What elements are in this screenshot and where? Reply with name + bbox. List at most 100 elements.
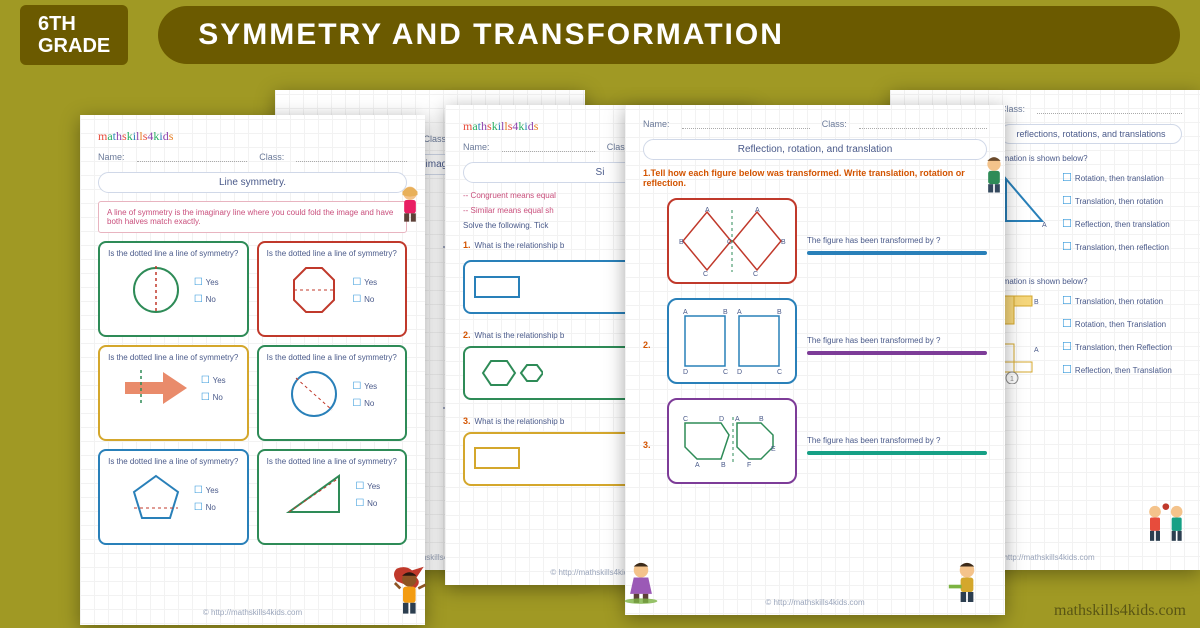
worksheet-transformations: Name:Class: Reflection, rotation, and tr…: [625, 105, 1005, 615]
svg-text:E: E: [771, 446, 776, 453]
question: What is the relationship b: [475, 417, 565, 426]
yes-no-options[interactable]: YesNo: [194, 485, 219, 513]
figure-panel: CDABABFE: [667, 398, 797, 484]
answer-pill[interactable]: [807, 351, 987, 355]
transform-question-row: A A B B C C C The figure has been transformed …: [643, 198, 987, 292]
svg-text:D: D: [683, 369, 688, 376]
question-text: Is the dotted line a line of symmetry?: [108, 457, 238, 466]
brand-logo: mathskills4kids: [98, 129, 407, 144]
svg-text:B: B: [1034, 299, 1039, 306]
question-text: Is the dotted line a line of symmetry?: [267, 457, 397, 466]
symmetry-question-cell: Is the dotted line a line of symmetry? Y…: [257, 345, 408, 441]
grade-badge: 6TH GRADE: [20, 5, 128, 65]
symmetry-question-cell: Is the dotted line a line of symmetry? Y…: [257, 241, 408, 337]
question-text: Is the dotted line a line of symmetry?: [267, 249, 397, 258]
question: What is the relationship b: [475, 241, 565, 250]
grade-line1: 6TH: [38, 13, 110, 35]
shape-icon: [128, 262, 184, 320]
name-label: Name:: [463, 142, 490, 152]
shape-icon: [286, 366, 342, 424]
svg-text:B: B: [777, 309, 782, 316]
kid-illustration: [393, 185, 427, 225]
svg-text:D: D: [737, 369, 742, 376]
subq: rmation is shown below?: [1000, 277, 1182, 286]
svg-text:A: A: [1034, 347, 1039, 354]
class-label: Class:: [822, 119, 847, 129]
option[interactable]: Rotation, then translation: [1062, 171, 1170, 184]
footer-credit: © http://mathskills4kids.com: [80, 608, 425, 617]
prompt: The figure has been transformed by ?: [807, 336, 987, 345]
shape-icon: [121, 366, 191, 412]
class-label: Class:: [259, 152, 284, 162]
option[interactable]: Translation, then rotation: [1062, 294, 1172, 307]
figure-panel: A B A B D C D C: [667, 298, 797, 384]
svg-text:B: B: [679, 239, 684, 246]
watermark: mathskills4kids.com: [1054, 602, 1186, 620]
yes-no-options[interactable]: YesNo: [352, 381, 377, 409]
footer-credit: © http://mathskills4kids.com: [625, 598, 1005, 607]
svg-text:C: C: [723, 369, 728, 376]
symmetry-question-cell: Is the dotted line a line of symmetry? Y…: [98, 241, 249, 337]
shape-icon: [128, 470, 184, 528]
svg-text:C: C: [777, 369, 782, 376]
sheet-title: Reflection, rotation, and translation: [643, 139, 987, 160]
option[interactable]: Translation, then Reflection: [1062, 340, 1172, 353]
svg-text:C: C: [753, 271, 758, 276]
question-grid: Is the dotted line a line of symmetry? Y…: [98, 241, 407, 545]
header: 6TH GRADE SYMMETRY AND TRANSFORMATION: [0, 0, 1200, 70]
kid-illustration: [977, 155, 1011, 195]
svg-text:B: B: [721, 462, 726, 469]
kid-illustration: [1140, 500, 1190, 550]
question-text: Is the dotted line a line of symmetry?: [267, 353, 397, 362]
question: What is the relationship b: [475, 331, 565, 340]
shape-icon: [283, 470, 345, 520]
option[interactable]: Reflection, then translation: [1062, 217, 1170, 230]
svg-text:A: A: [695, 462, 700, 469]
svg-text:B: B: [723, 309, 728, 316]
svg-text:C: C: [683, 416, 688, 423]
svg-text:A: A: [705, 207, 710, 214]
symmetry-question-cell: Is the dotted line a line of symmetry? Y…: [98, 345, 249, 441]
option-list: Translation, then rotation Rotation, the…: [1062, 294, 1172, 376]
svg-text:1: 1: [1010, 376, 1014, 383]
yes-no-options[interactable]: YesNo: [194, 277, 219, 305]
yes-no-options[interactable]: YesNo: [352, 277, 377, 305]
grade-line2: GRADE: [38, 35, 110, 57]
transform-question-row: 3. CDABABFE The figure has been transfor…: [643, 398, 987, 492]
transform-question-row: 2. ABABDCDC The figure has been transfor…: [643, 298, 987, 392]
svg-text:C: C: [727, 239, 732, 246]
yes-no-options[interactable]: YesNo: [355, 481, 380, 509]
svg-text:D: D: [719, 416, 724, 423]
svg-text:A: A: [735, 416, 740, 423]
sheet-title: Line symmetry.: [98, 172, 407, 193]
page-title: SYMMETRY AND TRANSFORMATION: [158, 6, 1180, 64]
svg-text:B: B: [781, 239, 786, 246]
svg-text:A: A: [683, 309, 688, 316]
figure-panel: A A B B C C C: [667, 198, 797, 284]
symmetry-question-cell: Is the dotted line a line of symmetry? Y…: [98, 449, 249, 545]
prompt: The figure has been transformed by ?: [807, 236, 987, 245]
svg-text:F: F: [747, 462, 751, 469]
yes-no-options[interactable]: YesNo: [201, 375, 226, 403]
option-list: Rotation, then translation Translation, …: [1062, 171, 1170, 253]
option[interactable]: Translation, then rotation: [1062, 194, 1170, 207]
worksheet-stage: Class: rror image ection over the x-axis…: [0, 70, 1200, 628]
answer-pill[interactable]: [807, 451, 987, 455]
definition-box: A line of symmetry is the imaginary line…: [98, 201, 407, 233]
answer-pill[interactable]: [807, 251, 987, 255]
subq: rmation is shown below?: [1000, 154, 1182, 163]
name-label: Name:: [98, 152, 125, 162]
option[interactable]: Translation, then reflection: [1062, 240, 1170, 253]
shape-icon: [286, 262, 342, 320]
option[interactable]: Rotation, then Translation: [1062, 317, 1172, 330]
svg-text:C: C: [703, 271, 708, 276]
svg-text:A: A: [1042, 222, 1047, 227]
question-text: Is the dotted line a line of symmetry?: [108, 353, 238, 362]
svg-text:A: A: [737, 309, 742, 316]
worksheet-line-symmetry: mathskills4kids Name: Class: Line symmetr…: [80, 115, 425, 625]
question-text: Is the dotted line a line of symmetry?: [108, 249, 238, 258]
instruction: Tell how each figure below was transform…: [643, 168, 965, 188]
svg-text:A: A: [755, 207, 760, 214]
option[interactable]: Reflection, then Translation: [1062, 363, 1172, 376]
symmetry-question-cell: Is the dotted line a line of symmetry? Y…: [257, 449, 408, 545]
